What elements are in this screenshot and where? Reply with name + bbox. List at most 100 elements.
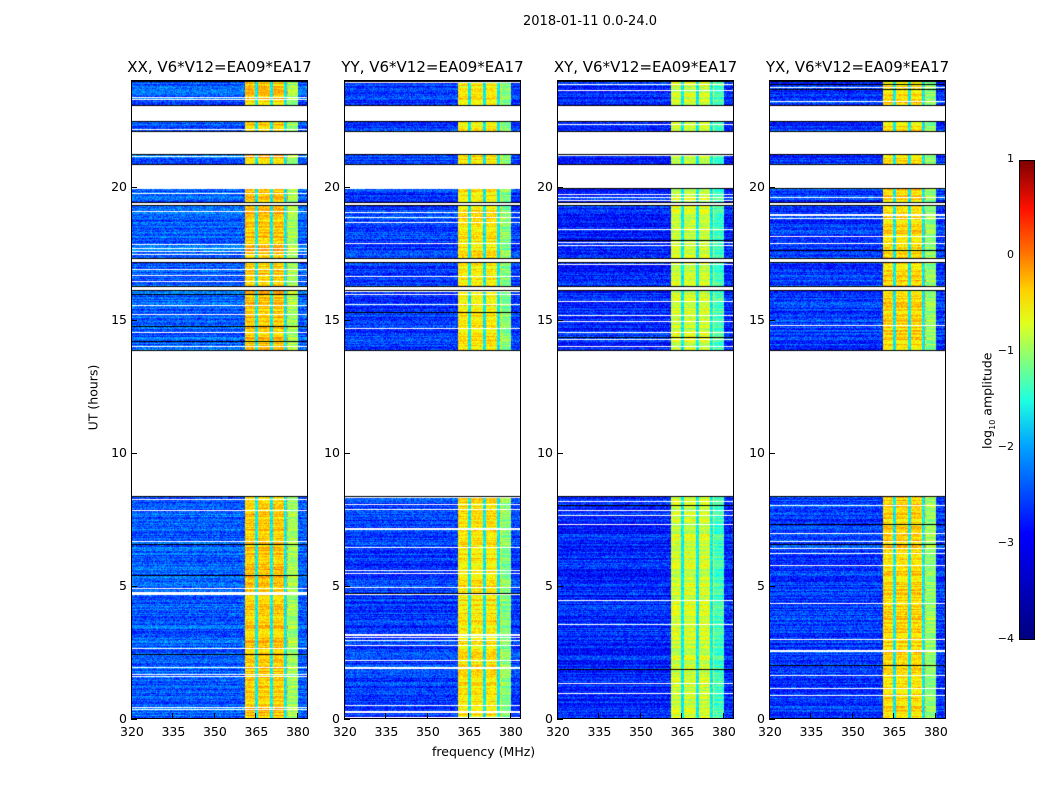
y-axis-label: UT (hours) <box>85 364 101 431</box>
x-tick-mark <box>934 713 936 719</box>
y-tick-mark <box>131 585 137 587</box>
x-tick-mark <box>426 713 428 719</box>
y-tick-label: 0 <box>119 711 127 726</box>
y-tick-mark <box>344 585 350 587</box>
panel-title: YY, V6*V12=EA09*EA17 <box>341 58 524 76</box>
x-tick-label: 365 <box>457 724 482 739</box>
y-tick-label: 20 <box>324 178 340 194</box>
colorbar <box>1019 160 1035 640</box>
heatmap-image <box>770 81 945 718</box>
x-tick-mark <box>296 713 298 719</box>
y-tick-label: 5 <box>757 577 765 593</box>
colorbar-label: log10 amplitude <box>979 352 997 449</box>
x-tick-label: 320 <box>758 724 782 739</box>
x-tick-mark <box>213 713 215 719</box>
x-tick-label: 380 <box>498 724 523 739</box>
x-tick-mark <box>893 713 895 719</box>
y-tick-label: 15 <box>749 311 765 327</box>
y-tick-mark <box>131 186 137 188</box>
x-tick-label: 350 <box>202 724 227 739</box>
x-tick-mark <box>468 713 470 719</box>
y-tick-mark <box>769 719 775 720</box>
x-tick-mark <box>344 713 345 719</box>
y-tick-label: 20 <box>537 178 553 194</box>
heatmap-image <box>132 81 307 718</box>
y-tick-label: 15 <box>537 311 553 327</box>
y-tick-label: 15 <box>324 311 340 327</box>
x-tick-label: 380 <box>285 724 310 739</box>
y-tick-label: 10 <box>324 444 340 460</box>
heatmap-image <box>345 81 520 718</box>
spectrogram-panel <box>344 80 521 719</box>
x-tick-label: 365 <box>882 724 907 739</box>
x-tick-label: 335 <box>799 724 824 739</box>
x-tick-label: 335 <box>587 724 612 739</box>
x-tick-mark <box>557 713 558 719</box>
x-tick-label: 380 <box>923 724 948 739</box>
y-tick-mark <box>131 319 137 321</box>
x-tick-label: 350 <box>628 724 653 739</box>
x-tick-label: 335 <box>161 724 186 739</box>
x-tick-mark <box>810 713 812 719</box>
colorbar-tick-label: −2 <box>997 440 1014 453</box>
x-tick-label: 380 <box>711 724 736 739</box>
y-tick-label: 10 <box>537 444 553 460</box>
panel-title: XX, V6*V12=EA09*EA17 <box>127 58 312 76</box>
x-axis-label: frequency (MHz) <box>432 744 536 759</box>
y-tick-mark <box>557 585 563 587</box>
panel-title: YX, V6*V12=EA09*EA17 <box>765 58 950 76</box>
x-tick-mark <box>722 713 724 719</box>
y-tick-label: 15 <box>111 311 127 327</box>
spectrogram-panel <box>769 80 946 719</box>
x-tick-mark <box>851 713 853 719</box>
y-tick-label: 10 <box>749 444 765 460</box>
x-tick-mark <box>172 713 174 719</box>
figure-title: 2018-01-11 0.0-24.0 <box>523 14 657 29</box>
y-tick-label: 5 <box>119 577 127 593</box>
colorbar-tick-label: −3 <box>997 536 1014 549</box>
y-tick-mark <box>557 452 563 454</box>
y-tick-label: 0 <box>545 711 553 726</box>
y-tick-mark <box>557 186 563 188</box>
colorbar-tick-label: −1 <box>997 344 1014 357</box>
x-tick-label: 350 <box>415 724 440 739</box>
y-tick-label: 10 <box>111 444 127 460</box>
x-tick-label: 320 <box>546 724 570 739</box>
x-tick-label: 365 <box>244 724 269 739</box>
y-tick-mark <box>344 719 350 720</box>
y-tick-label: 0 <box>332 711 340 726</box>
x-tick-label: 365 <box>670 724 695 739</box>
x-tick-mark <box>598 713 600 719</box>
x-tick-label: 320 <box>333 724 357 739</box>
y-tick-mark <box>769 452 775 454</box>
y-tick-mark <box>131 719 137 720</box>
spectrogram-panel <box>131 80 308 719</box>
spectrogram-panel <box>557 80 734 719</box>
y-tick-mark <box>557 719 563 720</box>
x-tick-label: 350 <box>840 724 865 739</box>
x-tick-label: 335 <box>374 724 399 739</box>
y-tick-label: 20 <box>111 178 127 194</box>
y-tick-label: 0 <box>757 711 765 726</box>
y-tick-mark <box>131 452 137 454</box>
y-tick-label: 20 <box>749 178 765 194</box>
x-tick-label: 320 <box>120 724 144 739</box>
heatmap-image <box>558 81 733 718</box>
y-tick-mark <box>769 319 775 321</box>
y-tick-label: 5 <box>545 577 553 593</box>
x-tick-mark <box>509 713 511 719</box>
x-tick-mark <box>769 713 770 719</box>
x-tick-mark <box>255 713 257 719</box>
y-tick-mark <box>769 186 775 188</box>
colorbar-tick-label: 1 <box>1007 152 1014 165</box>
y-tick-mark <box>557 319 563 321</box>
y-tick-mark <box>344 186 350 188</box>
x-tick-mark <box>131 713 132 719</box>
x-tick-mark <box>639 713 641 719</box>
colorbar-tick-label: 0 <box>1007 248 1014 261</box>
y-tick-mark <box>344 319 350 321</box>
panel-title: XY, V6*V12=EA09*EA17 <box>553 58 738 76</box>
x-tick-mark <box>681 713 683 719</box>
y-tick-mark <box>769 585 775 587</box>
